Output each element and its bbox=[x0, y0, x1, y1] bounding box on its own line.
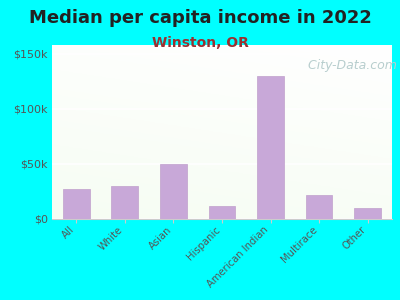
Bar bbox=[354, 208, 381, 219]
Bar bbox=[160, 164, 187, 219]
Bar bbox=[306, 195, 332, 219]
Bar bbox=[63, 189, 90, 219]
Text: Median per capita income in 2022: Median per capita income in 2022 bbox=[28, 9, 372, 27]
Bar bbox=[257, 76, 284, 219]
Bar bbox=[209, 206, 235, 219]
Text: City-Data.com: City-Data.com bbox=[300, 59, 397, 72]
Text: Winston, OR: Winston, OR bbox=[152, 36, 248, 50]
Bar bbox=[112, 186, 138, 219]
